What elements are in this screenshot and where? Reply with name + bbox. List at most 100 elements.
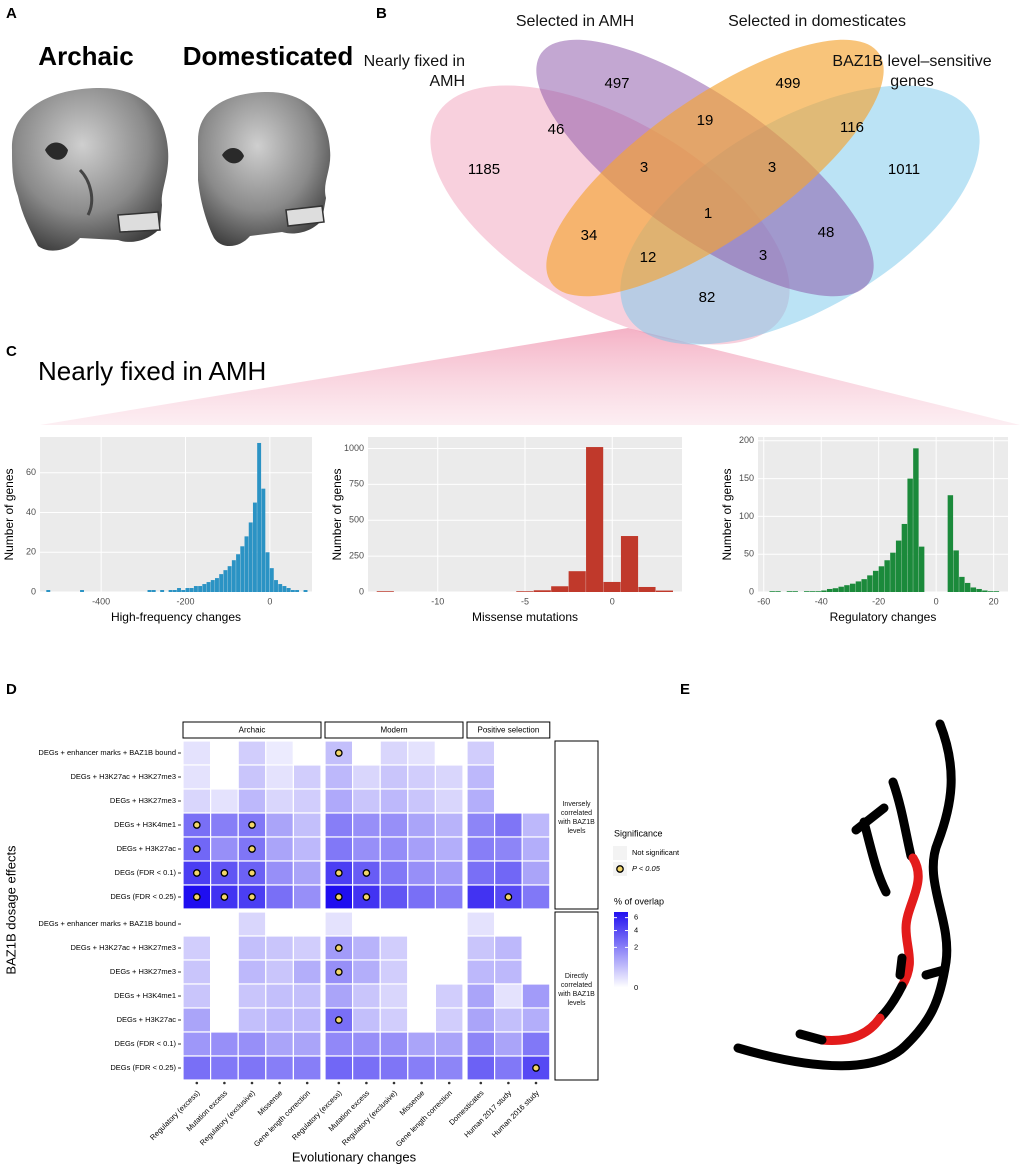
bar bbox=[901, 523, 908, 592]
heatmap-cell bbox=[324, 764, 354, 790]
bar bbox=[80, 590, 84, 592]
heatmap-cell bbox=[521, 740, 551, 766]
bar bbox=[181, 590, 186, 592]
heatmap-cell bbox=[494, 740, 523, 766]
heatmap-cell bbox=[407, 1055, 436, 1081]
heatmap-cell bbox=[466, 788, 496, 814]
zoom-wedge bbox=[40, 328, 1020, 425]
heatmap-cell bbox=[237, 1007, 267, 1033]
heatmap-cell bbox=[379, 959, 409, 985]
bar bbox=[603, 581, 621, 592]
colorbar-step bbox=[614, 916, 628, 919]
colorbar-step bbox=[614, 978, 628, 981]
heatmap-cell bbox=[434, 836, 464, 862]
row-label: DEGs + H3K27me3 bbox=[110, 796, 176, 805]
significance-dot bbox=[192, 845, 201, 853]
heatmap-cell bbox=[182, 1031, 212, 1057]
heatmap-cell bbox=[182, 740, 212, 766]
colorbar-step bbox=[614, 922, 628, 925]
colorbar-step bbox=[614, 934, 628, 937]
heatmap-cell bbox=[182, 788, 212, 814]
bar bbox=[198, 586, 203, 592]
colorbar-step bbox=[614, 958, 628, 961]
col-label: Regulatory (exclusive) bbox=[198, 1088, 257, 1147]
x-tick-label: -20 bbox=[872, 596, 885, 606]
heatmap-cell bbox=[434, 959, 464, 985]
legend-key bbox=[613, 846, 627, 860]
heatmap-cell bbox=[466, 1007, 496, 1033]
colorbar-step bbox=[614, 954, 628, 957]
bar bbox=[792, 591, 798, 592]
x-axis-title: Missense mutations bbox=[472, 610, 578, 624]
bar bbox=[168, 590, 173, 592]
heatmap-cell bbox=[494, 788, 523, 814]
bar bbox=[151, 590, 156, 592]
bar bbox=[878, 566, 885, 592]
col-tick bbox=[305, 1081, 309, 1085]
heatmap-cell bbox=[237, 959, 267, 985]
legend-dot bbox=[616, 865, 624, 873]
colorbar-step bbox=[614, 952, 628, 955]
heatmap-cell bbox=[434, 884, 464, 910]
bar bbox=[803, 591, 810, 592]
bar bbox=[982, 590, 988, 592]
bar bbox=[282, 586, 287, 592]
bar bbox=[918, 546, 925, 592]
bar bbox=[46, 590, 51, 592]
y-tick-label: 250 bbox=[349, 550, 364, 560]
heatmap-cell bbox=[265, 959, 294, 985]
panel-label: A bbox=[6, 5, 17, 22]
bar bbox=[872, 570, 879, 592]
heatmap-cell bbox=[237, 935, 267, 961]
x-tick-label: -10 bbox=[431, 596, 444, 606]
heatmap-cell bbox=[466, 860, 496, 886]
bar bbox=[620, 536, 639, 592]
heatmap-cell bbox=[434, 935, 464, 961]
heatmap-cell bbox=[265, 935, 294, 961]
col-strip bbox=[466, 721, 551, 739]
heatmap-cell bbox=[466, 1055, 496, 1081]
colorbar-label: 6 bbox=[634, 913, 638, 922]
venn-count: 48 bbox=[818, 224, 835, 241]
heatmap-cell bbox=[210, 812, 239, 838]
col-tick bbox=[479, 1081, 483, 1085]
bar bbox=[821, 590, 827, 592]
heatmap-cell bbox=[265, 1031, 294, 1057]
heatmap-cell bbox=[466, 740, 496, 766]
plot-background bbox=[758, 437, 1008, 592]
bar bbox=[890, 552, 896, 592]
heatmap-cell bbox=[237, 1031, 267, 1057]
bar bbox=[219, 574, 224, 592]
heatmap-cell bbox=[407, 812, 436, 838]
colorbar-label: 2 bbox=[634, 942, 638, 951]
bar bbox=[959, 576, 965, 592]
row-label: DEGs + H3K27ac + H3K27me3 bbox=[71, 943, 176, 952]
venn-count: 19 bbox=[697, 112, 714, 129]
venn-set-label: Selected in domesticates bbox=[728, 13, 906, 30]
significance-dot bbox=[248, 845, 256, 853]
y-tick-label: 1000 bbox=[344, 443, 364, 453]
heatmap-cell bbox=[379, 1031, 409, 1057]
row-label: DEGs + enhancer marks + BAZ1B bound bbox=[38, 919, 176, 928]
heatmap-cell bbox=[434, 911, 464, 937]
bar bbox=[987, 591, 994, 592]
bar bbox=[231, 560, 236, 592]
heatmap-cell bbox=[466, 959, 496, 985]
heatmap-cell bbox=[407, 836, 436, 862]
bar bbox=[210, 580, 215, 592]
y-tick-label: 100 bbox=[739, 511, 754, 521]
bar bbox=[516, 591, 534, 592]
significance-dot bbox=[532, 1064, 540, 1072]
venn-count: 499 bbox=[775, 75, 800, 92]
significance-dot bbox=[334, 749, 343, 757]
bar bbox=[160, 590, 165, 592]
venn-count: 1 bbox=[704, 205, 712, 222]
y-tick-label: 150 bbox=[739, 473, 754, 483]
heatmap-cell bbox=[379, 764, 409, 790]
bar bbox=[206, 582, 211, 592]
x-tick-label: -400 bbox=[92, 596, 110, 606]
colorbar-title: % of overlap bbox=[614, 896, 664, 906]
heatmap-cell bbox=[521, 983, 551, 1009]
heatmap-cell bbox=[379, 740, 409, 766]
colorbar-step bbox=[614, 982, 628, 985]
